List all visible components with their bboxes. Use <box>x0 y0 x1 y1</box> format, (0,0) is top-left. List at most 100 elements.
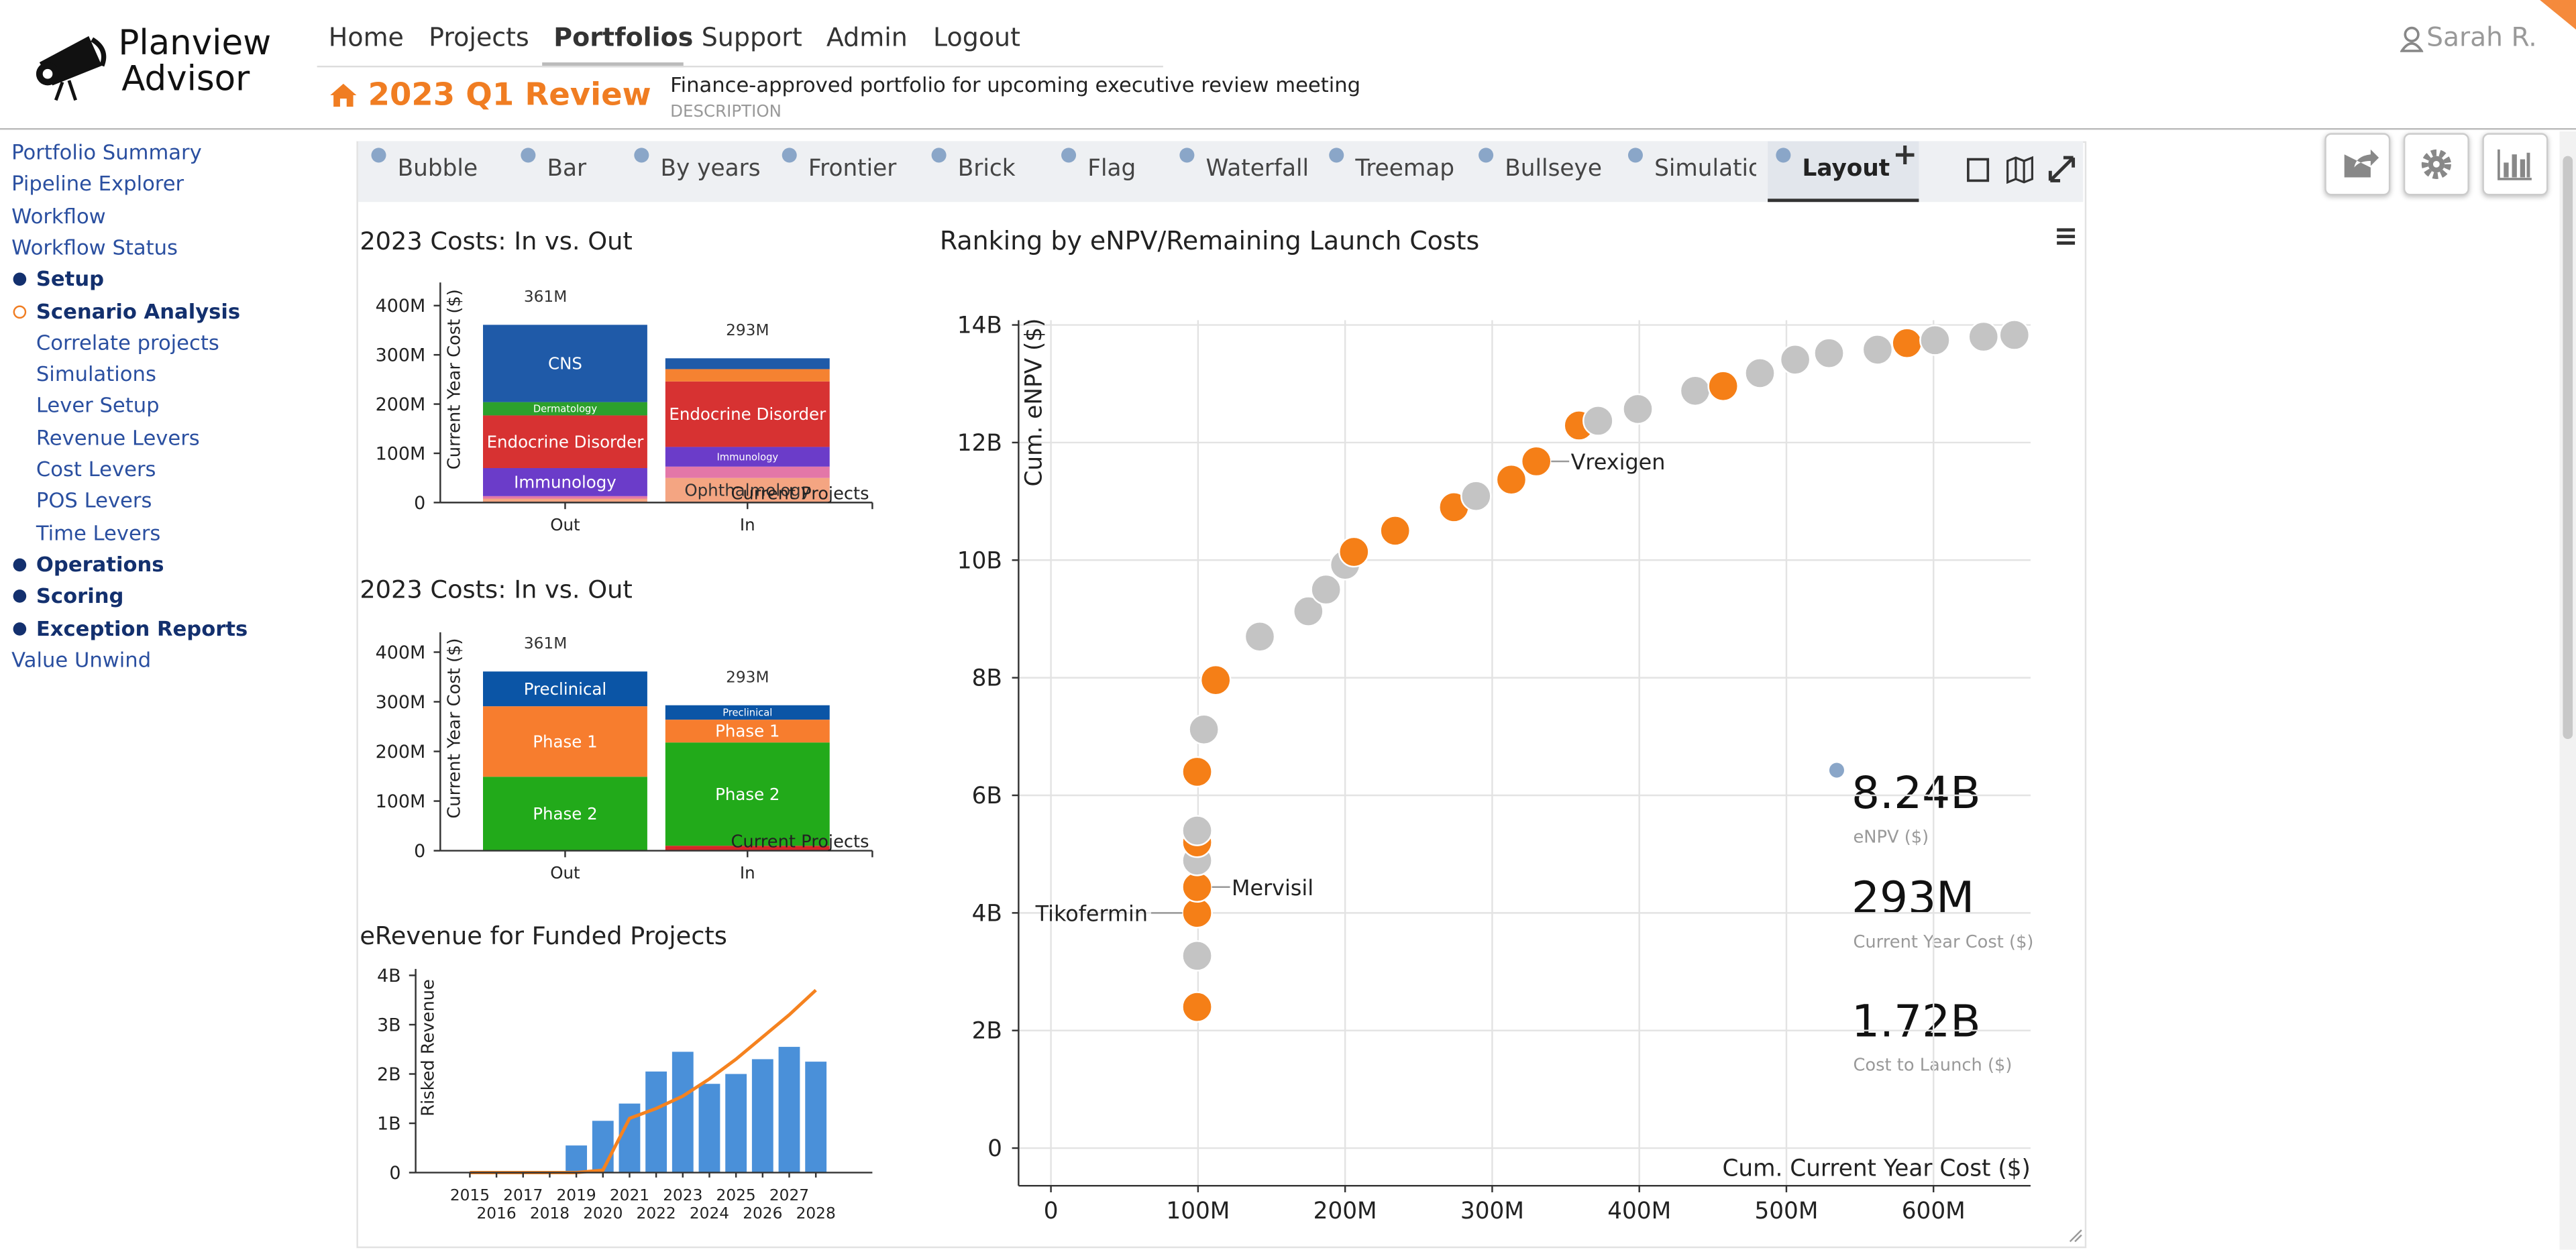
nav-rule <box>317 65 1163 68</box>
chart-title: Ranking by eNPV/Remaining Launch Costs <box>940 226 1480 255</box>
active-tab <box>1768 141 1919 203</box>
nav-link[interactable]: Pipeline Explorer <box>11 171 184 196</box>
point <box>1744 357 1776 389</box>
nav-underline <box>542 62 684 68</box>
logo-line: Advisor <box>121 59 250 99</box>
tab[interactable]: Waterfall <box>1205 156 1309 182</box>
sub-link[interactable]: Cost Levers <box>36 456 156 481</box>
point <box>1188 714 1220 746</box>
point <box>1181 991 1213 1023</box>
x-tick-label: 2020 <box>583 1204 623 1223</box>
point <box>1181 940 1213 972</box>
y-tick-label: 0 <box>414 841 425 862</box>
tab[interactable]: Bar <box>547 156 587 182</box>
logo-line: Planview <box>118 23 272 63</box>
tab[interactable]: Treemap <box>1355 156 1455 182</box>
y-tick-label: 300M <box>376 692 426 713</box>
y-tick-label: 200M <box>376 742 426 762</box>
nav-link[interactable]: Portfolios <box>553 23 694 53</box>
x-tick-label: 2024 <box>690 1204 729 1223</box>
sub-link[interactable]: POS Levers <box>36 488 152 513</box>
section-link[interactable]: Scenario Analysis <box>36 298 241 323</box>
x-tick-label: In <box>740 863 755 883</box>
stat-value: 1.72B <box>1851 995 1981 1047</box>
bar <box>645 1071 667 1173</box>
sub-link[interactable]: Simulations <box>36 361 156 386</box>
menu-icon[interactable] <box>2057 228 2076 245</box>
x-tick-label: 2023 <box>663 1186 702 1204</box>
y-tick-label: 8B <box>972 665 1002 692</box>
y-tick-label: 400M <box>376 642 426 663</box>
annotation: Mervisil <box>1232 875 1313 901</box>
section-link[interactable]: Setup <box>36 266 105 291</box>
tab[interactable]: Frontier <box>808 156 897 182</box>
corner-badge <box>2540 0 2576 30</box>
tab[interactable]: Brick <box>957 156 1016 182</box>
user-name[interactable]: Sarah R. <box>2426 21 2537 53</box>
tab[interactable]: Layout <box>1802 156 1890 182</box>
tab[interactable]: Simulatio <box>1654 156 1756 182</box>
bar-segment <box>665 720 830 743</box>
nav-link[interactable]: Support <box>701 23 802 53</box>
y-tick-label: 3B <box>377 1015 401 1035</box>
sub-link[interactable]: Revenue Levers <box>36 424 200 450</box>
bar-segment <box>483 706 647 777</box>
section-link[interactable]: Scoring <box>36 583 124 608</box>
chart-title: 2023 Costs: In vs. Out <box>360 575 632 604</box>
scroll-thumb[interactable] <box>2563 156 2573 740</box>
chart-title: 2023 Costs: In vs. Out <box>360 227 632 255</box>
point <box>1813 337 1845 369</box>
settings-button[interactable] <box>2403 133 2469 196</box>
x-tick-label: 600M <box>1902 1198 1966 1225</box>
tab-tools[interactable] <box>1965 154 2080 187</box>
tab[interactable]: Bullseye <box>1505 156 1602 182</box>
bar-segment <box>665 705 830 720</box>
segment-label: CNS <box>548 354 582 374</box>
nav-link[interactable]: Home <box>328 23 404 53</box>
header-rule <box>0 128 2576 130</box>
tab-info <box>931 148 947 163</box>
stats-info[interactable] <box>1829 762 1844 778</box>
nav-link[interactable]: Workflow Status <box>11 234 178 260</box>
nav-link[interactable]: Workflow <box>11 203 106 228</box>
bar <box>805 1062 827 1173</box>
x-tick-label: Out <box>550 515 580 534</box>
description: Finance-approved portfolio for upcoming … <box>670 72 1361 97</box>
point <box>1520 445 1552 477</box>
tab[interactable]: Bubble <box>397 156 478 182</box>
bullet <box>13 558 27 571</box>
logo-text: Planview Advisor <box>118 25 271 97</box>
nav-link[interactable]: Value Unwind <box>11 646 152 672</box>
y-axis-label: Risked Revenue <box>419 979 439 1117</box>
tab[interactable]: By years <box>660 156 761 182</box>
section-link[interactable]: Exception Reports <box>36 615 248 640</box>
x-tick-label: 2016 <box>476 1204 516 1223</box>
nav-link[interactable]: Projects <box>429 23 529 53</box>
bullet <box>13 272 27 286</box>
point <box>1707 370 1739 402</box>
bar-segment <box>483 777 647 851</box>
stat-label: Current Year Cost ($) <box>1853 932 2033 952</box>
stat-value: 293M <box>1851 872 1974 924</box>
bar <box>725 1074 747 1173</box>
nav-link[interactable]: Logout <box>933 23 1021 53</box>
sub-link[interactable]: Correlate projects <box>36 329 219 355</box>
scrollbar[interactable] <box>2559 131 2576 1250</box>
sub-link[interactable]: Time Levers <box>36 520 161 545</box>
nav-link[interactable]: Portfolio Summary <box>11 139 202 164</box>
point <box>1679 375 1711 407</box>
share-button[interactable] <box>2324 133 2391 196</box>
chart-button[interactable] <box>2482 133 2548 196</box>
y-tick-label: 400M <box>376 296 426 317</box>
section-link[interactable]: Operations <box>36 551 164 577</box>
point <box>1338 536 1370 568</box>
add-tab[interactable]: + <box>1892 137 1918 173</box>
description-label: DESCRIPTION <box>670 103 782 122</box>
tab[interactable]: Flag <box>1087 156 1136 182</box>
sub-link[interactable]: Lever Setup <box>36 393 160 418</box>
x-tick-label: 2017 <box>503 1186 543 1204</box>
x-tick-label: 2022 <box>637 1204 676 1223</box>
point <box>1891 327 1923 359</box>
nav-link[interactable]: Admin <box>826 23 908 53</box>
